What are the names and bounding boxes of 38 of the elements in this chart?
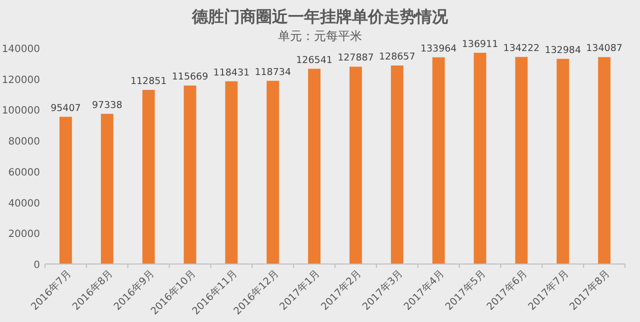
data-label: 126541	[296, 54, 332, 66]
y-tick-label: 20000	[8, 229, 40, 240]
y-tick-label: 100000	[2, 106, 40, 117]
data-label: 136911	[462, 38, 498, 50]
bar	[142, 90, 155, 264]
y-tick-label: 140000	[2, 44, 40, 55]
data-label: 115669	[172, 72, 208, 83]
bar	[225, 81, 238, 264]
bar	[390, 66, 404, 264]
chart-title: 德胜门商圈近一年挂牌单价走势情况	[191, 7, 449, 26]
bar	[598, 57, 610, 264]
bar	[266, 80, 280, 264]
y-tick-label: 40000	[8, 198, 40, 210]
bar	[350, 66, 362, 264]
bar	[184, 86, 196, 264]
bar	[432, 57, 445, 264]
data-label: 118734	[254, 66, 291, 78]
data-label: 133964	[420, 43, 457, 54]
y-tick-label: 120000	[2, 74, 40, 86]
data-label: 118431	[213, 67, 250, 78]
data-label: 134087	[586, 43, 622, 54]
data-label: 112851	[130, 76, 167, 87]
bar	[556, 58, 570, 264]
bar	[474, 52, 486, 264]
data-label: 128657	[379, 52, 416, 62]
y-tick-label: 80000	[8, 136, 40, 148]
bar	[100, 114, 114, 264]
data-label: 134222	[503, 42, 540, 54]
data-label: 97338	[92, 100, 122, 111]
y-tick-label: 0	[34, 260, 40, 271]
y-tick-label: 60000	[8, 167, 40, 178]
data-label: 132984	[544, 44, 581, 56]
data-label: 95407	[50, 102, 81, 114]
chart-subtitle: 单元：元每平米	[278, 29, 362, 43]
bar	[308, 68, 320, 264]
data-label: 127887	[338, 52, 374, 64]
bar	[515, 56, 528, 264]
bar	[60, 116, 72, 264]
